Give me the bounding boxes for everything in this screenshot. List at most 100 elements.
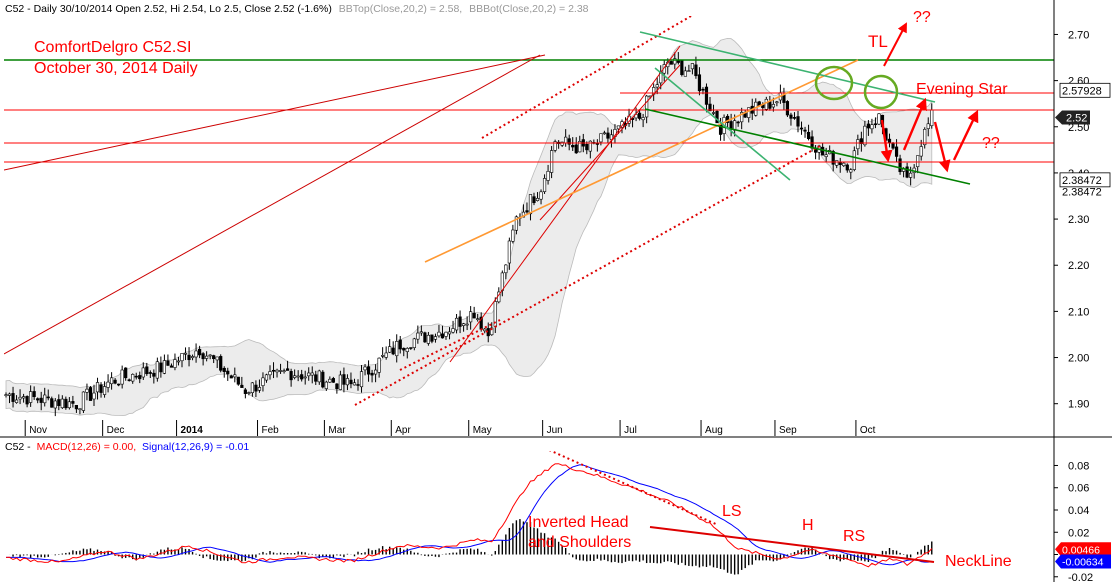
candle: [708, 96, 712, 112]
candle: [799, 121, 804, 135]
candle: [863, 120, 867, 147]
price-tick-label: 2.30: [1068, 214, 1089, 226]
evening-star-label: Evening Star: [916, 81, 1008, 98]
arrow-up-2: [952, 109, 979, 161]
bbtop-label: BBTop(Close,20,2) = 2.58,: [339, 3, 462, 15]
candle: [39, 391, 43, 411]
candle: [198, 345, 202, 359]
candle: [215, 356, 219, 369]
candle: [247, 391, 251, 396]
svg-text:2.57928: 2.57928: [1062, 85, 1102, 97]
rs-label: RS: [843, 528, 865, 545]
evening-star-circle-2: [863, 74, 899, 110]
macd-tick-label: -0.02: [1068, 572, 1093, 582]
candle: [359, 365, 364, 393]
candle: [7, 392, 12, 404]
candle: [546, 164, 550, 185]
candle: [395, 334, 399, 363]
candle: [282, 368, 286, 374]
evening-star-circle-1: [814, 65, 854, 101]
x-tick-label: 2014: [181, 425, 204, 436]
candle: [402, 347, 406, 357]
candle: [926, 117, 930, 137]
candle: [690, 63, 694, 75]
price-y-axis: 2.702.602.502.402.302.202.102.001.90: [1054, 29, 1089, 411]
candle: [923, 127, 927, 149]
candle: [303, 370, 307, 385]
candle: [532, 192, 536, 206]
candle: [110, 372, 114, 390]
candle: [433, 333, 438, 343]
candle: [201, 352, 205, 366]
candle: [148, 370, 152, 378]
candle: [426, 331, 431, 346]
candle: [81, 391, 86, 414]
date-x-axis: Nov Dec 2014 Feb Mar Apr May Jun Jul Aug Sep Oct: [24, 420, 876, 436]
ls-label: LS: [722, 503, 742, 520]
candle: [71, 395, 75, 408]
long-trendline-lower: [4, 54, 541, 355]
candle: [384, 346, 388, 360]
candle: [338, 370, 343, 391]
candle: [166, 354, 170, 366]
candle: [704, 83, 709, 113]
candle: [254, 380, 258, 398]
candle: [134, 372, 138, 380]
candle: [14, 395, 19, 404]
candle: [683, 66, 687, 77]
arrow-down-1: [880, 119, 893, 163]
candle: [528, 194, 533, 221]
candle: [190, 354, 195, 361]
candle: [4, 392, 8, 398]
candle: [243, 387, 247, 399]
long-trendline-upper: [4, 54, 546, 171]
candle: [275, 368, 279, 378]
neckline: [649, 526, 935, 563]
price-tick-label: 2.00: [1068, 353, 1089, 365]
macd-tag: -0.00634: [1055, 554, 1111, 569]
candle: [331, 376, 335, 383]
candle: [898, 154, 902, 175]
candle: [85, 383, 89, 401]
candle: [36, 397, 40, 404]
candle: [504, 264, 508, 280]
candle: [293, 369, 297, 380]
macd-panel: C52 - MACD(12,26) = 0.00, Signal(12,26,9…: [5, 441, 1111, 584]
x-tick-label: Dec: [107, 425, 125, 436]
x-tick-label: Jun: [547, 425, 563, 436]
steep-trendline-2: [539, 64, 681, 221]
candle: [74, 405, 78, 413]
candle: [99, 382, 103, 398]
candle: [92, 384, 96, 407]
candle: [205, 351, 209, 362]
candle: [391, 341, 395, 356]
candle: [398, 336, 402, 354]
candle: [585, 141, 589, 155]
candle: [173, 353, 177, 371]
channel-bottom-dotted: [354, 145, 821, 406]
orange-trendline: [424, 59, 859, 263]
ihs-label-line2: and Shoulders: [528, 534, 631, 551]
candle: [278, 363, 283, 374]
price-header-main: C52 - Daily 30/10/2014 Open 2.52, Hi 2.5…: [5, 3, 332, 15]
candle: [697, 67, 702, 96]
candle: [680, 60, 684, 77]
bbbot-label: BBBot(Close,20,2) = 2.38: [469, 3, 589, 15]
macd-header: C52 - MACD(12,26) = 0.00, Signal(12,26,9…: [5, 441, 249, 453]
candle: [416, 325, 420, 344]
price-tick-label: 2.20: [1068, 260, 1089, 272]
x-tick-label: Oct: [860, 425, 876, 436]
macd-ticker: C52 -: [5, 441, 31, 453]
svg-text:2.38472: 2.38472: [1062, 175, 1102, 187]
candle: [842, 162, 846, 168]
macd-tick-label: 0.08: [1068, 460, 1089, 472]
candle: [208, 354, 212, 360]
candle: [60, 395, 64, 410]
candle: [219, 354, 223, 373]
candle: [64, 396, 68, 410]
candle: [476, 313, 480, 322]
teal-descending-resistance: [639, 31, 936, 103]
candle: [796, 111, 800, 133]
price-tag: 2.38472: [1062, 186, 1102, 198]
